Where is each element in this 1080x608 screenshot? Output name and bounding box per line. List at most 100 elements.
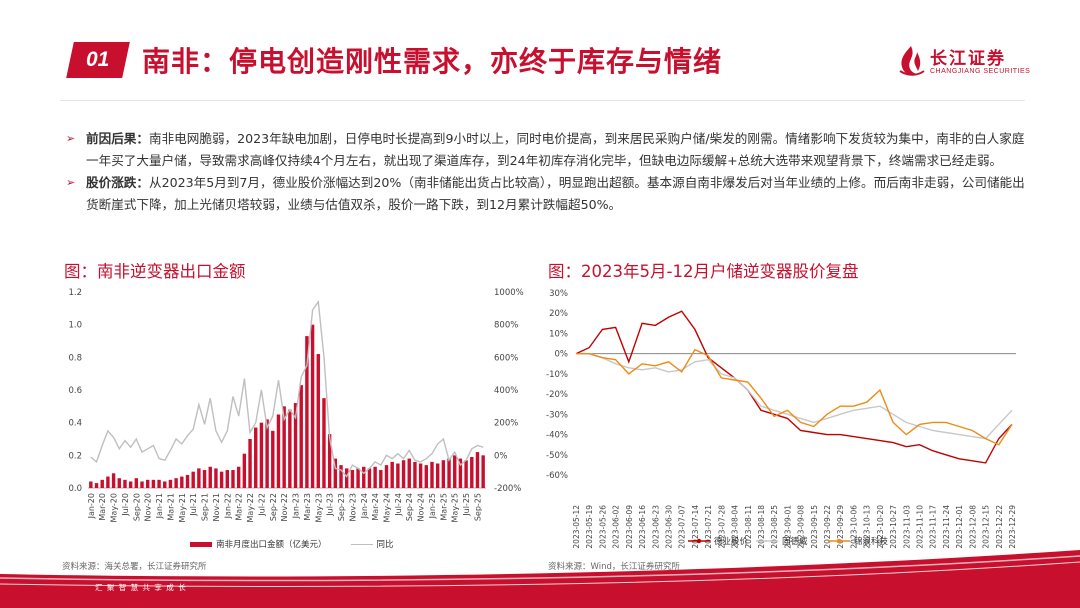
export-bar: [151, 479, 156, 488]
export-bar: [424, 465, 429, 488]
x-tick-label: Nov-23: [348, 493, 357, 521]
export-bar: [282, 406, 286, 488]
y-tick-label: 10%: [549, 329, 568, 339]
y-tick-label: 30%: [549, 289, 568, 299]
x-tick-label: 2023-07-28: [717, 505, 726, 549]
export-bar: [344, 468, 349, 488]
flame-logo-icon: [899, 46, 925, 76]
x-tick-label: Mar-22: [235, 493, 244, 521]
export-bar: [254, 427, 258, 488]
x-tick-label: 2023-08-04: [731, 505, 740, 549]
x-tick-label: Jan-25: [428, 493, 437, 519]
x-tick-label: 2023-06-23: [651, 505, 660, 549]
x-tick-label: Nov-21: [212, 493, 221, 521]
x-tick-label: Nov-24: [417, 493, 426, 521]
export-bar: [140, 481, 144, 488]
export-bar: [322, 398, 326, 488]
section-number: 01: [86, 48, 110, 71]
export-bar: [134, 478, 139, 488]
x-tick-label: Jul-23: [326, 493, 335, 517]
x-tick-label: 2023-12-01: [955, 505, 964, 549]
y-right-tick-label: -200%: [494, 484, 521, 494]
legend-marker: [836, 538, 842, 544]
x-tick-label: 2023-06-09: [625, 505, 634, 549]
export-bar: [396, 463, 400, 488]
x-tick-label: Mar-20: [98, 493, 107, 521]
x-tick-label: 2023-10-06: [849, 505, 858, 549]
x-tick-label: Sep-25: [473, 493, 482, 521]
footer-slogan: 汇 聚 智 慧 共 享 成 长: [95, 583, 187, 592]
y-tick-label: -10%: [546, 370, 568, 380]
x-tick-label: Jul-20: [121, 493, 130, 517]
left-chart-legend: 南非月度出口金额（亿美元） 同比: [190, 538, 394, 550]
export-bar: [305, 336, 309, 488]
y-right-tick-label: 800%: [494, 321, 518, 331]
y-right-tick-label: 200%: [494, 419, 518, 429]
export-bar: [202, 470, 207, 488]
export-bar: [441, 460, 446, 488]
export-bar: [316, 354, 320, 488]
y-left-tick-label: 0.8: [68, 353, 82, 363]
bullet-arrow-icon: ➢: [66, 176, 76, 189]
bullet-causes: ➢ 前因后果：南非电网脆弱，2023年缺电加剧，日停电时长提高到9小时以上，同时…: [64, 128, 1029, 172]
export-bar: [191, 471, 195, 488]
x-tick-label: Mar-25: [439, 493, 448, 521]
brand-logo: 长江证券 CHANGJIANG SECURITIES: [896, 44, 1030, 80]
logo-cn-text: 长江证券: [930, 49, 1006, 69]
export-bar: [333, 458, 338, 488]
x-tick-label: 2023-06-16: [638, 505, 647, 549]
jinlang-series-line: [576, 348, 1013, 446]
x-tick-label: 2023-11-17: [929, 505, 938, 549]
export-bar: [145, 479, 150, 488]
x-tick-label: Jan-20: [87, 493, 96, 519]
export-bar: [163, 481, 167, 488]
export-bar: [214, 468, 218, 488]
export-bar: [350, 470, 355, 488]
x-tick-label: 2023-07-14: [691, 505, 700, 549]
y-left-tick-label: 0.0: [68, 484, 82, 494]
y-left-tick-label: 0.4: [68, 419, 82, 429]
x-tick-label: 2023-08-11: [744, 505, 753, 549]
x-tick-label: Jan-21: [155, 493, 164, 519]
export-bar: [123, 479, 127, 488]
legend-label: 锦浪科技: [854, 536, 889, 547]
export-bar: [271, 430, 275, 488]
x-tick-label: 2023-11-10: [916, 505, 925, 549]
bullet-label: 股价涨跌：: [86, 175, 149, 190]
export-bar: [470, 456, 474, 488]
export-bar: [390, 461, 394, 488]
export-bar: [293, 403, 298, 488]
export-bar: [453, 455, 457, 488]
y-right-tick-label: 1000%: [494, 288, 524, 298]
section-number-badge: 01: [66, 42, 130, 78]
x-tick-label: Sep-21: [201, 493, 210, 521]
export-bar: [379, 470, 383, 488]
x-tick-label: May-22: [246, 493, 255, 522]
export-bar: [174, 478, 178, 488]
y-left-tick-label: 0.6: [68, 386, 82, 396]
export-bar: [168, 479, 173, 488]
bullet-list: ➢ 前因后果：南非电网脆弱，2023年缺电加剧，日停电时长提高到9小时以上，同时…: [64, 128, 1029, 216]
export-bar: [447, 458, 451, 488]
export-bar: [299, 385, 303, 488]
export-bar: [310, 324, 315, 488]
x-tick-label: 2023-12-29: [1008, 505, 1017, 549]
x-tick-label: Jan-22: [223, 493, 232, 519]
export-bar: [106, 476, 110, 488]
x-tick-label: Sep-24: [405, 493, 414, 521]
x-tick-label: 2023-12-22: [995, 505, 1004, 549]
export-bar: [475, 452, 480, 488]
y-right-tick-label: 400%: [494, 386, 518, 396]
y-tick-label: -30%: [546, 410, 568, 420]
gudewei-series-line: [576, 352, 1013, 440]
x-tick-label: Nov-22: [280, 493, 289, 521]
x-tick-label: 2023-09-08: [797, 505, 806, 549]
legend-label: 固德威: [782, 536, 808, 547]
export-bar: [430, 461, 434, 488]
x-tick-label: Jul-22: [257, 493, 266, 517]
x-tick-label: 2023-09-22: [823, 505, 832, 549]
legend-line-swatch: [350, 543, 373, 545]
export-bar: [401, 460, 406, 488]
export-bar: [339, 465, 343, 488]
x-tick-label: May-21: [178, 493, 187, 522]
